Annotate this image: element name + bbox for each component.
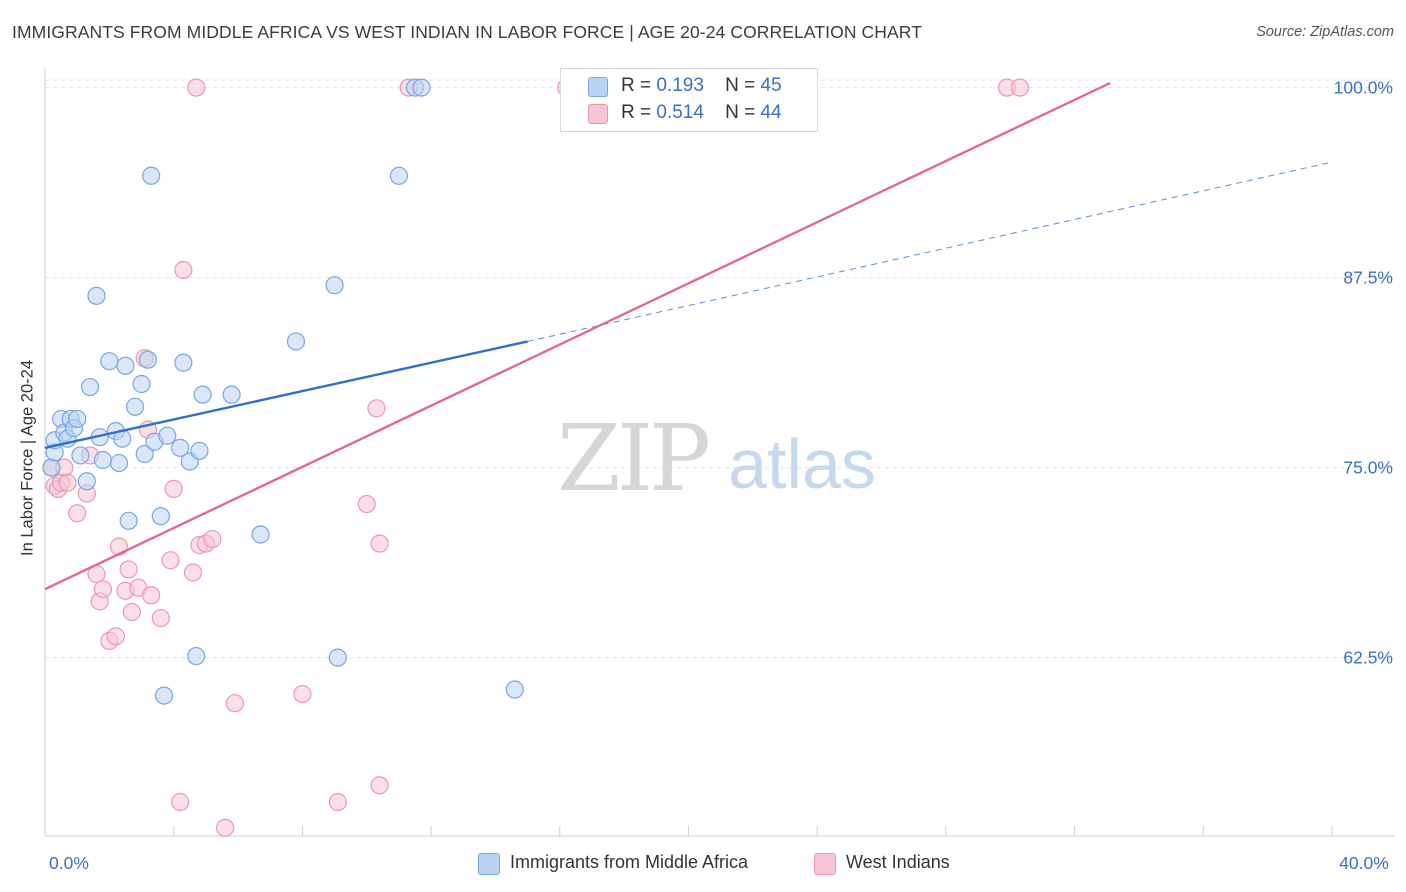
middle-africa-point: [93, 450, 113, 470]
middle-africa-point: [251, 525, 270, 544]
y-tick-label: 87.5%: [1343, 268, 1393, 288]
west-indians-point: [187, 78, 206, 97]
west-indians-point: [142, 586, 161, 605]
middle-africa-point: [222, 385, 241, 404]
middle-africa-points: [42, 78, 524, 705]
stats-legend: R = 0.193 N = 45 R = 0.514 N = 44: [560, 68, 818, 132]
middle-africa-point: [71, 446, 90, 465]
gridlines: [45, 79, 1395, 659]
west-indians-point: [370, 776, 389, 795]
watermark-atlas: atlas: [728, 425, 876, 503]
legend-r-label: R =: [621, 102, 652, 123]
middle-africa-point: [77, 472, 96, 491]
middle-africa-point: [286, 332, 306, 351]
middle-africa-point: [193, 385, 212, 404]
axes: [44, 68, 1395, 837]
middle-africa-point: [68, 409, 87, 429]
middle-africa-point: [158, 426, 177, 445]
west-indians-point: [93, 580, 113, 599]
trend-lines: [44, 81, 1333, 591]
west-indians-point: [174, 260, 193, 280]
west-indians-point: [58, 473, 77, 492]
west-indians-point: [293, 684, 312, 704]
y-tick-label: 62.5%: [1343, 648, 1393, 668]
west-indians-trend-line: [44, 81, 1111, 591]
middle-africa-point: [87, 286, 106, 305]
x-tick-label-min: 0.0%: [49, 853, 89, 873]
west-indians-point: [328, 792, 347, 812]
west-indians-point: [203, 529, 222, 549]
middle-africa-point: [142, 166, 161, 185]
west-indians-point: [183, 563, 203, 582]
legend-swatch-pink: [588, 104, 608, 124]
middle-africa-point: [125, 397, 145, 416]
west-indians-point: [367, 399, 386, 418]
series-swatch-pink: [814, 853, 836, 875]
middle-africa-point: [505, 680, 524, 699]
series-legend-label-pink: West Indians: [846, 852, 950, 872]
west-indians-point: [122, 602, 141, 622]
middle-africa-point: [80, 377, 100, 397]
west-indians-point: [109, 537, 129, 556]
source-credit: Source: ZipAtlas.com: [1256, 24, 1394, 40]
west-indians-point: [225, 694, 244, 713]
x-tick-label-max: 40.0%: [1339, 853, 1389, 873]
middle-africa-point: [100, 352, 119, 371]
middle-africa-point: [135, 444, 154, 464]
middle-africa-point: [389, 166, 409, 185]
west-indians-point: [370, 534, 389, 553]
watermark-zip: ZIP: [557, 405, 708, 512]
legend-swatch-blue: [588, 77, 608, 97]
west-indians-point: [357, 494, 376, 514]
middle-africa-point: [171, 438, 190, 457]
middle-africa-point: [151, 507, 170, 526]
chart-title: IMMIGRANTS FROM MIDDLE AFRICA VS WEST IN…: [12, 22, 922, 42]
middle-africa-point: [412, 78, 431, 97]
west-indians-point: [106, 627, 125, 646]
legend-n-value-blue: 45: [760, 75, 782, 96]
legend-n-label: N =: [725, 75, 756, 96]
middle-africa-trend-line: [44, 340, 528, 450]
legend-r-value-blue: 0.193: [656, 75, 704, 96]
series-swatch-blue: [478, 853, 500, 875]
west-indians-point: [164, 479, 183, 498]
west-indians-point: [68, 504, 87, 523]
series-legend: Immigrants from Middle Africa West India…: [0, 851, 1406, 879]
legend-n-label: N =: [725, 102, 756, 123]
y-tick-label: 75.0%: [1343, 458, 1393, 478]
series-legend-label-blue: Immigrants from Middle Africa: [510, 852, 749, 872]
middle-africa-point: [328, 648, 347, 667]
legend-n-value-pink: 44: [760, 102, 782, 123]
middle-africa-point: [174, 353, 193, 372]
middle-africa-point: [187, 646, 206, 666]
west-indians-point: [1010, 78, 1030, 97]
middle-africa-point: [190, 441, 209, 460]
middle-africa-point: [116, 356, 135, 375]
west-indians-point: [151, 608, 170, 628]
middle-africa-point: [154, 686, 174, 705]
middle-africa-point: [325, 276, 344, 295]
west-indians-point: [119, 560, 138, 579]
middle-africa-point: [42, 458, 61, 477]
middle-africa-point: [119, 511, 138, 530]
west-indians-point: [161, 551, 180, 570]
middle-africa-point: [138, 350, 158, 369]
legend-r-label: R =: [621, 75, 652, 96]
middle-africa-point: [132, 374, 151, 394]
legend-r-value-pink: 0.514: [656, 102, 704, 123]
west-indians-point: [216, 818, 235, 837]
tick-labels: 62.5% 75.0% 87.5% 100.0% 0.0% 40.0%: [49, 78, 1393, 873]
middle-africa-point: [109, 453, 129, 473]
y-tick-label: 100.0%: [1334, 78, 1393, 98]
middle-africa-trend-extension: [527, 161, 1333, 342]
west-indians-point: [171, 792, 190, 812]
